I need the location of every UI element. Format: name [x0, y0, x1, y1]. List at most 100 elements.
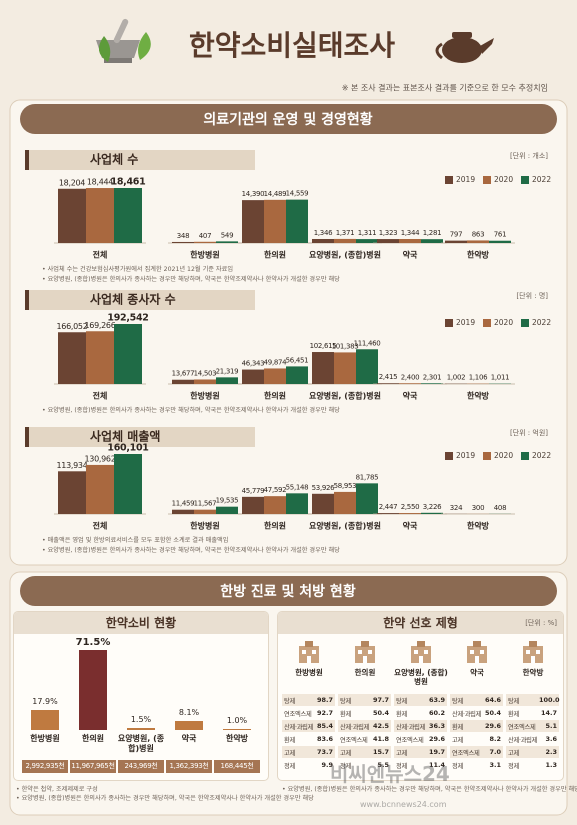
row-label: 연조엑스제	[452, 750, 480, 757]
category-label: 한약방	[467, 391, 490, 401]
value-label: 46,343	[242, 360, 265, 368]
column-name: 요양병원, (종합)병원	[394, 668, 448, 686]
row-bg	[394, 694, 447, 706]
category-label: 한방병원	[30, 734, 60, 743]
value-label: 14,489	[264, 190, 287, 198]
bar	[421, 239, 443, 243]
row-bg	[450, 720, 503, 732]
chart-title: 사업체 매출액	[90, 429, 160, 444]
row-value: 50.4	[484, 709, 501, 717]
row-bg	[506, 733, 559, 745]
value-label: 14,390	[242, 190, 265, 198]
legend-swatch	[445, 452, 453, 460]
column-name: 한약방	[522, 668, 544, 677]
row-value: 3.6	[545, 735, 557, 743]
value-label: 13,677	[172, 370, 195, 378]
bar	[377, 239, 399, 243]
bar	[172, 379, 194, 384]
category-label: 한의원	[264, 250, 286, 260]
value-label: 71.5%	[75, 637, 111, 648]
row-bg	[506, 694, 559, 706]
value-label: 8.1%	[178, 707, 200, 717]
value-label: 761	[494, 231, 506, 239]
row-label: 환제	[452, 724, 463, 731]
section-banner	[20, 576, 557, 606]
value-label: 102,615	[310, 342, 337, 350]
value-label: 56,451	[286, 356, 309, 364]
category-label: 한방병원	[190, 391, 219, 401]
row-label: 산제·과립제	[508, 737, 538, 744]
row-label: 정제	[340, 763, 351, 770]
value-label: 47,592	[264, 486, 287, 494]
page-title: 한약소비실태조사	[189, 29, 395, 62]
value-label: 1.5%	[130, 715, 152, 725]
row-bg	[394, 759, 447, 771]
category-label: 한방병원	[190, 521, 219, 531]
amount-box: 11,967,965천	[70, 760, 116, 773]
category-label: 전체	[93, 391, 108, 401]
row-bg	[338, 733, 391, 745]
value-label: 11,459	[172, 500, 195, 508]
row-bg	[394, 707, 447, 719]
bar	[399, 238, 421, 243]
value-label: 113,934	[57, 461, 88, 470]
bar	[242, 496, 264, 514]
row-bg	[282, 733, 335, 745]
category-label: 전체	[93, 521, 108, 531]
value-label: 2,301	[423, 373, 442, 381]
legend-label: 2019	[456, 451, 475, 460]
panel-title: 한약소비 현황	[14, 612, 268, 634]
building-icon	[464, 640, 490, 664]
column-name: 약국	[470, 668, 484, 677]
legend-label: 2020	[494, 175, 513, 184]
legend-swatch	[521, 452, 529, 460]
value-label: 1,002	[447, 374, 466, 382]
unit-label: [단위 : %]	[525, 619, 557, 627]
value-label: 130,962	[85, 454, 116, 463]
bar	[216, 241, 238, 243]
row-value: 41.8	[372, 735, 389, 743]
bar	[58, 471, 86, 514]
legend-label: 2022	[532, 451, 551, 460]
legend-label: 2020	[494, 451, 513, 460]
row-value: 73.7	[316, 748, 333, 756]
bar	[216, 377, 238, 384]
chart-note: • 요양병원, (종합)병원은 한의사가 종사하는 경우만 해당하며, 약국은 …	[42, 406, 340, 414]
value-label: 348	[177, 232, 189, 240]
row-bg	[282, 746, 335, 758]
bar	[194, 379, 216, 384]
bar	[334, 238, 356, 243]
bar	[58, 188, 86, 243]
bar	[445, 240, 467, 243]
row-label: 연조엑스제	[396, 737, 424, 744]
bar	[86, 331, 114, 384]
chart-note: • 요양병원, (종합)병원은 한의사가 종사하는 경우만 해당하며, 약국은 …	[42, 546, 340, 554]
section-frame	[9, 99, 568, 566]
value-label: 19,535	[216, 497, 239, 505]
row-value: 9.9	[321, 761, 333, 769]
row-value: 14.7	[540, 709, 557, 717]
row-value: 50.4	[372, 709, 389, 717]
row-value: 92.7	[316, 709, 333, 717]
bar	[58, 332, 86, 384]
section-title: 한방 진료 및 처방 현황	[220, 583, 356, 600]
row-label: 환제	[508, 711, 519, 718]
value-label: 1,371	[336, 229, 355, 237]
category-label: 약국	[403, 521, 418, 531]
row-label: 산제·과립제	[340, 724, 370, 731]
row-bg	[338, 707, 391, 719]
legend-label: 2020	[494, 318, 513, 327]
row-bg	[506, 759, 559, 771]
bar	[286, 199, 308, 243]
legend-swatch	[521, 319, 529, 327]
row-value: 63.9	[428, 696, 445, 704]
bar	[421, 383, 443, 384]
row-label: 탕제	[396, 698, 407, 705]
row-label: 산제·과립제	[452, 711, 482, 718]
row-value: 60.2	[428, 709, 445, 717]
value-label: 1,281	[423, 229, 442, 237]
bar	[264, 368, 286, 384]
legend-swatch	[445, 176, 453, 184]
title-strip	[25, 427, 255, 447]
